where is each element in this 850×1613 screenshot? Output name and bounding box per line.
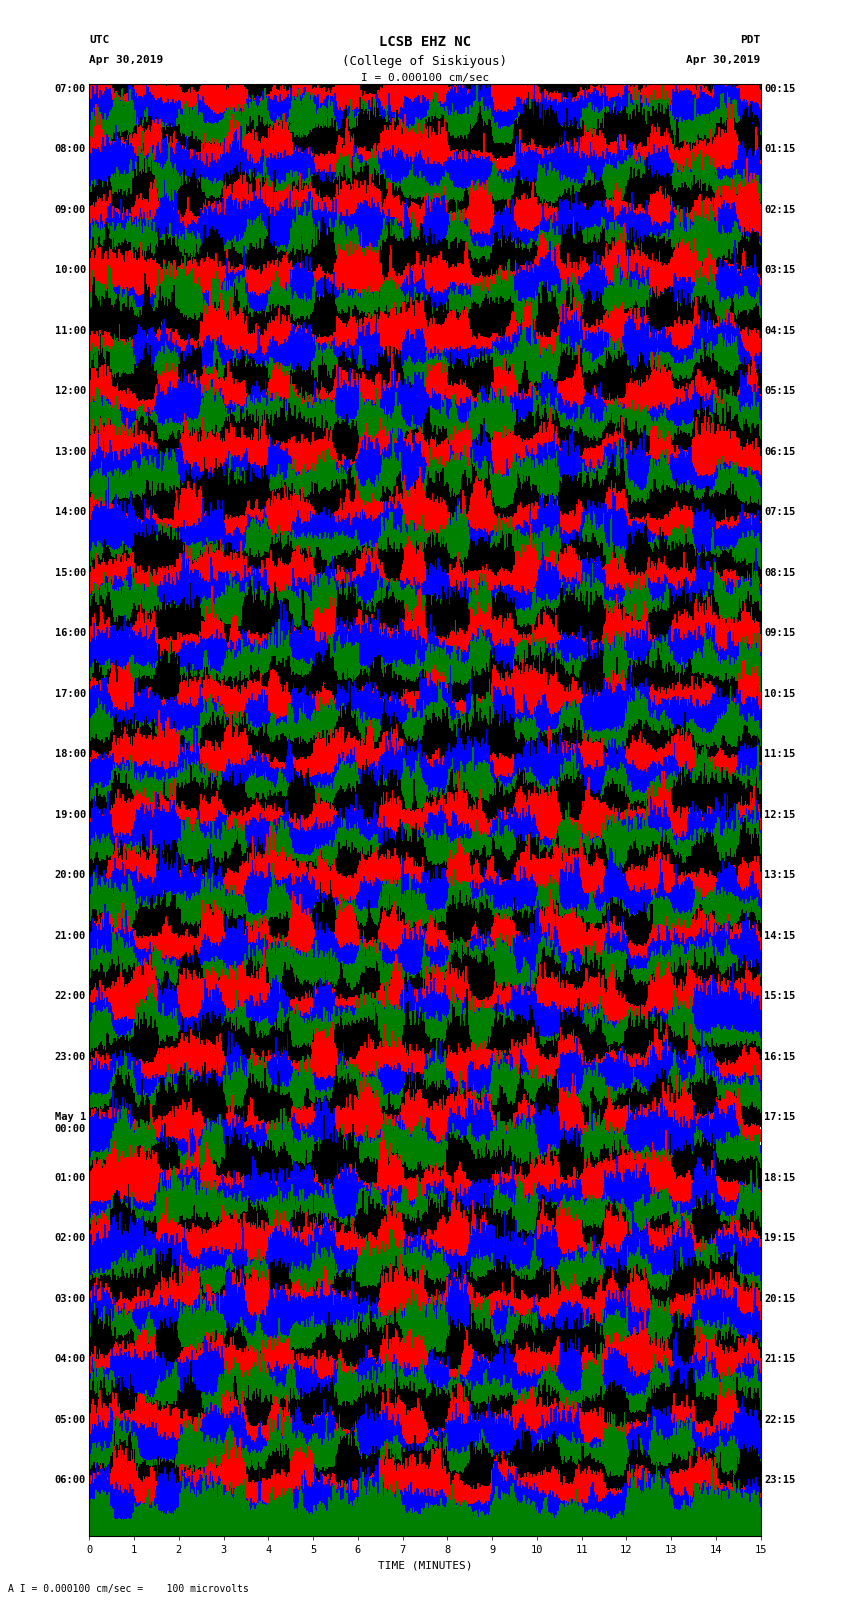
Text: 02:00: 02:00 <box>54 1232 86 1244</box>
Text: 20:15: 20:15 <box>764 1294 796 1303</box>
Text: A I = 0.000100 cm/sec =    100 microvolts: A I = 0.000100 cm/sec = 100 microvolts <box>8 1584 249 1594</box>
Text: 17:00: 17:00 <box>54 689 86 698</box>
Text: 09:15: 09:15 <box>764 629 796 639</box>
Text: 21:15: 21:15 <box>764 1355 796 1365</box>
Text: 16:15: 16:15 <box>764 1052 796 1061</box>
Text: (College of Siskiyous): (College of Siskiyous) <box>343 55 507 68</box>
Text: 08:15: 08:15 <box>764 568 796 577</box>
Text: 19:00: 19:00 <box>54 810 86 819</box>
Text: 22:15: 22:15 <box>764 1415 796 1424</box>
Text: 06:15: 06:15 <box>764 447 796 456</box>
Text: 06:00: 06:00 <box>54 1474 86 1486</box>
Text: 23:00: 23:00 <box>54 1052 86 1061</box>
Text: 13:15: 13:15 <box>764 871 796 881</box>
Text: LCSB EHZ NC: LCSB EHZ NC <box>379 35 471 50</box>
Text: 09:00: 09:00 <box>54 205 86 215</box>
Text: 05:15: 05:15 <box>764 387 796 397</box>
Text: 14:15: 14:15 <box>764 931 796 940</box>
Text: 17:15: 17:15 <box>764 1113 796 1123</box>
Text: 20:00: 20:00 <box>54 871 86 881</box>
Text: 11:00: 11:00 <box>54 326 86 336</box>
Text: 03:15: 03:15 <box>764 266 796 276</box>
Text: 04:15: 04:15 <box>764 326 796 336</box>
Text: 01:00: 01:00 <box>54 1173 86 1182</box>
Text: PDT: PDT <box>740 35 761 45</box>
Text: 10:00: 10:00 <box>54 266 86 276</box>
Text: 18:15: 18:15 <box>764 1173 796 1182</box>
Text: 21:00: 21:00 <box>54 931 86 940</box>
Text: 16:00: 16:00 <box>54 629 86 639</box>
Text: 23:15: 23:15 <box>764 1474 796 1486</box>
Text: 11:15: 11:15 <box>764 748 796 760</box>
Text: 00:15: 00:15 <box>764 84 796 94</box>
Text: 03:00: 03:00 <box>54 1294 86 1303</box>
Text: 13:00: 13:00 <box>54 447 86 456</box>
Text: 05:00: 05:00 <box>54 1415 86 1424</box>
Text: 10:15: 10:15 <box>764 689 796 698</box>
Text: UTC: UTC <box>89 35 110 45</box>
Text: 08:00: 08:00 <box>54 145 86 155</box>
X-axis label: TIME (MINUTES): TIME (MINUTES) <box>377 1560 473 1569</box>
Text: Apr 30,2019: Apr 30,2019 <box>687 55 761 65</box>
Text: May 1
00:00: May 1 00:00 <box>54 1113 86 1134</box>
Text: 07:15: 07:15 <box>764 506 796 518</box>
Text: 02:15: 02:15 <box>764 205 796 215</box>
Text: 18:00: 18:00 <box>54 748 86 760</box>
Text: 15:15: 15:15 <box>764 990 796 1002</box>
Text: Apr 30,2019: Apr 30,2019 <box>89 55 163 65</box>
Text: 07:00: 07:00 <box>54 84 86 94</box>
Text: 15:00: 15:00 <box>54 568 86 577</box>
Text: 12:15: 12:15 <box>764 810 796 819</box>
Text: I = 0.000100 cm/sec: I = 0.000100 cm/sec <box>361 73 489 82</box>
Text: 19:15: 19:15 <box>764 1232 796 1244</box>
Text: 14:00: 14:00 <box>54 506 86 518</box>
Text: 01:15: 01:15 <box>764 145 796 155</box>
Text: 22:00: 22:00 <box>54 990 86 1002</box>
Text: 04:00: 04:00 <box>54 1355 86 1365</box>
Text: 12:00: 12:00 <box>54 387 86 397</box>
